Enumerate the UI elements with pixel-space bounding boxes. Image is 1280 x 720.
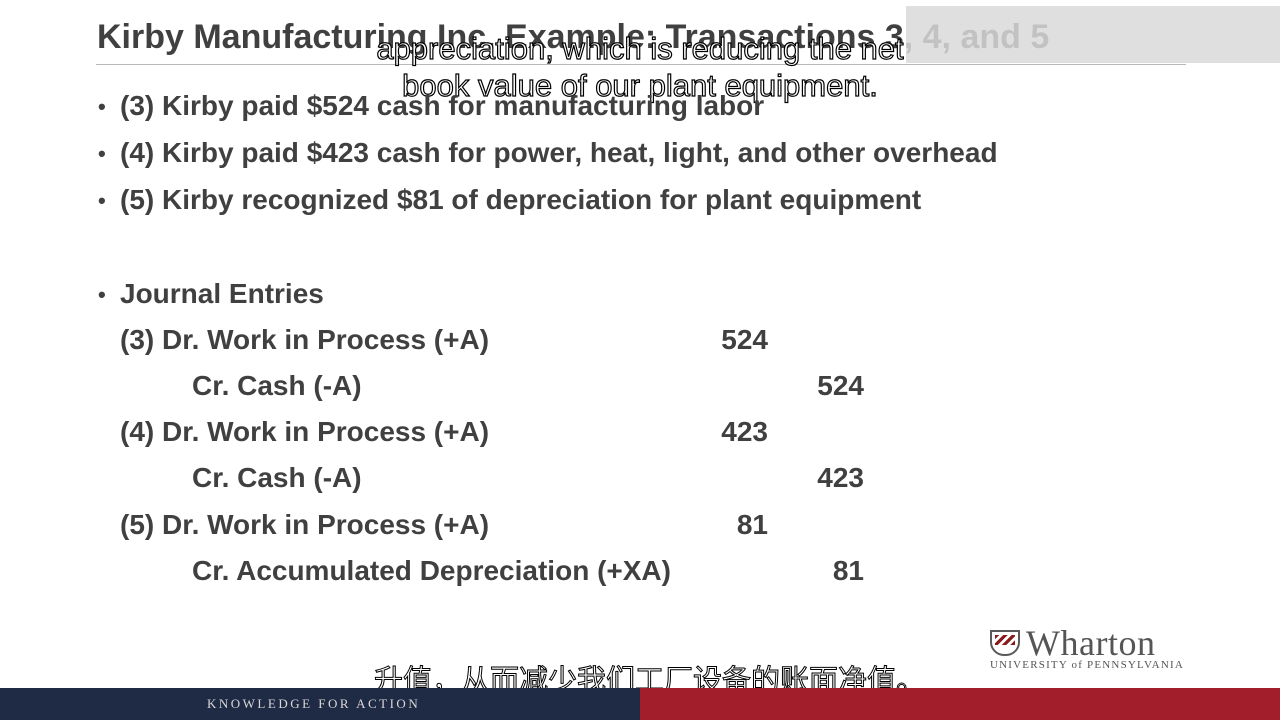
journal-heading: Journal Entries	[120, 278, 324, 309]
journal-line-credit: Cr. Cash (-A)	[192, 462, 362, 493]
journal-line-credit: Cr. Accumulated Depreciation (+XA)	[192, 555, 671, 586]
credit-amount: 423	[817, 462, 864, 493]
transaction-text: (3) Kirby paid $524 cash for manufacturi…	[120, 90, 765, 121]
journal-line-debit: (4) Dr. Work in Process (+A)	[120, 416, 490, 447]
journal-line-debit: (5) Dr. Work in Process (+A)	[120, 509, 490, 540]
slide-title: Kirby Manufacturing Inc. Example: Transa…	[97, 18, 1050, 56]
wharton-logo: Wharton UNIVERSITY of PENNSYLVANIA	[990, 623, 1190, 672]
logo-subtitle: UNIVERSITY of PENNSYLVANIA	[990, 659, 1184, 671]
transaction-text: (5) Kirby recognized $81 of depreciation…	[120, 184, 922, 215]
footer-tagline: KNOWLEDGE FOR ACTION	[207, 696, 421, 711]
credit-amount: 524	[817, 370, 864, 401]
debit-amount: 524	[721, 324, 768, 355]
journal-line-credit: Cr. Cash (-A)	[192, 370, 362, 401]
bullet-icon: •	[98, 188, 106, 213]
title-divider	[96, 64, 1186, 65]
debit-amount: 81	[736, 509, 768, 540]
bullet-icon: •	[98, 141, 106, 166]
footer-band-red	[640, 688, 1280, 720]
credit-amount: 81	[832, 555, 864, 586]
footer-band-navy: KNOWLEDGE FOR ACTION	[0, 688, 640, 720]
caption-line-1: appreciation, which is reducing the net	[376, 30, 905, 66]
bullet-icon: •	[98, 282, 106, 307]
caption-line-2: book value of our plant equipment.	[402, 67, 879, 103]
journal-line-debit: (3) Dr. Work in Process (+A)	[120, 324, 490, 355]
debit-amount: 423	[721, 416, 768, 447]
transaction-text: (4) Kirby paid $423 cash for power, heat…	[120, 137, 998, 168]
title-overlay-box	[906, 6, 1280, 63]
bullet-icon: •	[98, 94, 106, 119]
logo-wordmark: Wharton	[1026, 623, 1156, 663]
shield-icon	[990, 630, 1020, 656]
subtitle-caption-english: appreciation, which is reducing the net …	[280, 30, 1000, 104]
